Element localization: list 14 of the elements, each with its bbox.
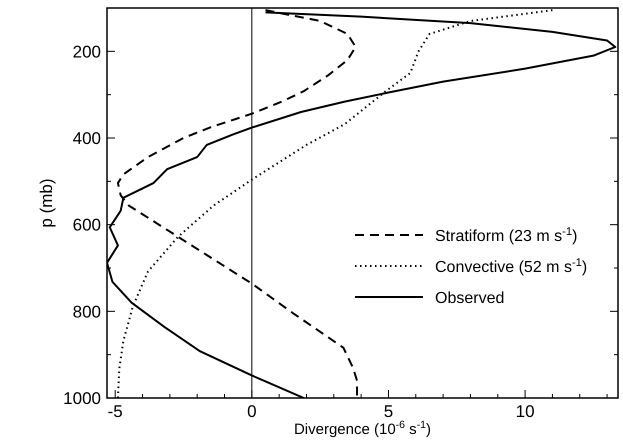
x-tick-label: 5 <box>384 402 394 421</box>
y-tick-label: 800 <box>72 302 101 322</box>
y-tick-label: 400 <box>72 129 101 148</box>
x-tick-label: 10 <box>516 402 535 421</box>
y-tick-label: 200 <box>72 42 101 62</box>
legend-label: Convective (52 m s$^{-1}$) <box>435 257 588 276</box>
y-tick-label: 600 <box>72 216 101 235</box>
y-tick-label: 1000 <box>63 389 101 408</box>
x-axis-title: Divergence (10$^{-6}$ s$^{-1}$) <box>294 419 432 438</box>
x-tick-label: -5 <box>108 402 123 421</box>
legend-label: Stratiform (23 m s$^{-1}$) <box>435 226 578 245</box>
y-axis-title: p (mb) <box>37 178 56 228</box>
legend-label: Observed <box>435 290 504 307</box>
x-tick-label: 0 <box>247 402 257 421</box>
